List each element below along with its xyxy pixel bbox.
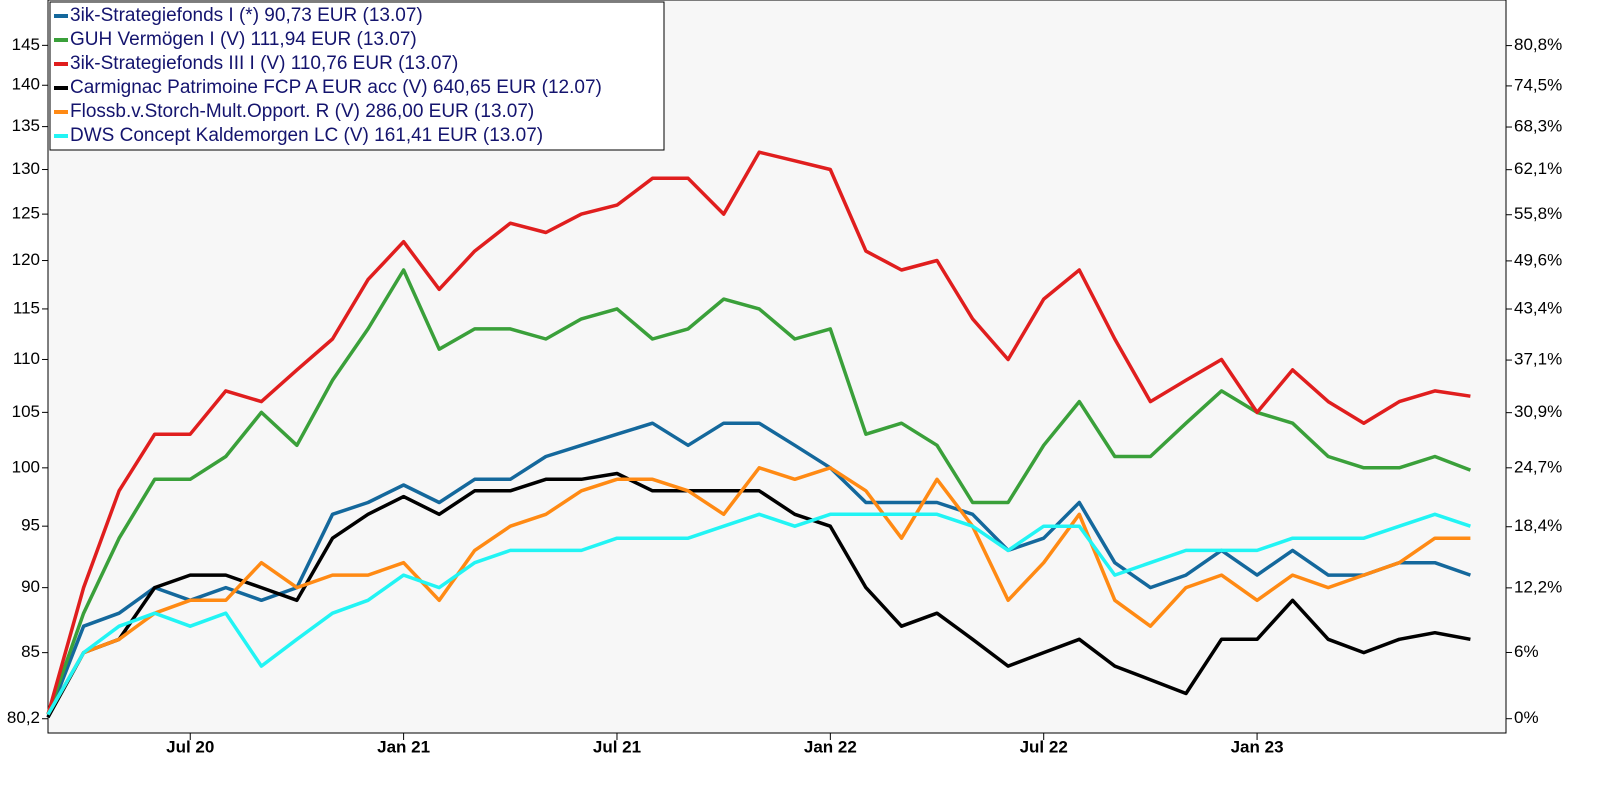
series-line [46,512,1471,716]
legend-label: 3ik-Strategiefonds III I (V) 110,76 EUR … [70,53,458,74]
y2-tick-label: 68,3% [1514,117,1562,136]
series-line [46,471,1471,719]
x-tick-label: Jul 22 [1020,737,1068,756]
y-tick-label: 80,2 [7,708,40,727]
legend-label: Carmignac Patrimoine FCP A EUR acc (V) 6… [70,77,602,98]
series-line [46,466,1471,716]
y2-tick-label: 37,1% [1514,350,1562,369]
y2-tick-label: 18,4% [1514,516,1562,535]
x-tick-label: Jan 22 [804,737,857,756]
x-tick-label: Jan 23 [1231,737,1284,756]
series-line [46,150,1471,715]
legend-label: 3ik-Strategiefonds I (*) 90,73 EUR (13.0… [70,5,423,26]
y2-tick-label: 12,2% [1514,577,1562,596]
y2-tick-label: 74,5% [1514,75,1562,94]
y-tick-label: 100 [12,457,40,476]
y2-tick-label: 30,9% [1514,402,1562,421]
legend-box [49,1,665,151]
y2-tick-label: 80,8% [1514,35,1562,54]
y2-tick-label: 62,1% [1514,159,1562,178]
legend-label: DWS Concept Kaldemorgen LC (V) 161,41 EU… [70,125,543,146]
y2-tick-label: 6% [1514,642,1539,661]
x-tick-label: Jul 21 [593,737,641,756]
y-tick-label: 105 [12,402,40,421]
legend-label: Flossb.v.Storch-Mult.Opport. R (V) 286,0… [70,101,534,122]
series-line [46,268,1472,716]
y2-tick-label: 24,7% [1514,457,1562,476]
y2-tick-label: 55,8% [1514,204,1562,223]
y-tick-label: 120 [12,250,40,269]
x-tick-label: Jan 21 [377,737,430,756]
y-tick-label: 125 [12,204,40,223]
y-tick-label: 115 [13,298,40,317]
y-tick-label: 140 [12,75,40,94]
y-tick-label: 110 [13,349,40,368]
y-tick-label: 90 [21,577,40,596]
y-tick-label: 135 [12,116,40,135]
series-line [46,421,1471,718]
y2-tick-label: 49,6% [1514,250,1562,269]
y2-tick-label: 43,4% [1514,298,1562,317]
y2-tick-label: 0% [1514,708,1539,727]
y-tick-label: 85 [21,642,40,661]
y-tick-label: 130 [12,159,40,178]
legend-label: GUH Vermögen I (V) 111,94 EUR (13.07) [70,29,417,50]
y-tick-label: 95 [21,516,40,535]
y-tick-label: 145 [12,35,40,54]
x-tick-label: Jul 20 [166,737,214,756]
